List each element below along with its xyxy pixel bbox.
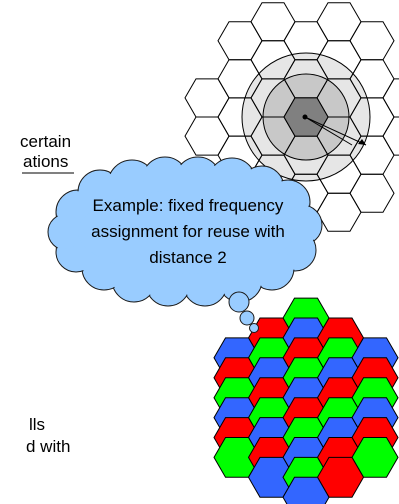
cloud-text-line-2: assignment for reuse with (91, 222, 285, 241)
hex-cell (250, 2, 296, 42)
thought-dot-small (249, 323, 259, 333)
reuse-pattern-hex-grid (213, 297, 399, 504)
thought-dot-medium (239, 310, 255, 326)
thought-bubble: Example: fixed frequency assignment for … (47, 156, 323, 333)
hex-cell (382, 116, 399, 156)
hex-cell (184, 78, 230, 118)
reuse-hex-cell (282, 476, 330, 504)
cloud-shape (47, 156, 323, 307)
hex-cell (349, 173, 395, 213)
cloud-text-line-1: Example: fixed frequency (93, 196, 284, 215)
text-fragment-d-with: d with (26, 437, 71, 456)
hex-cell (316, 2, 362, 42)
text-fragment-ations: ations (23, 152, 69, 171)
hex-cell (217, 21, 263, 61)
thought-dot-large (228, 291, 250, 313)
cloud-text-line-3: distance 2 (149, 248, 227, 267)
hex-cell (349, 21, 395, 61)
hex-cell (316, 192, 362, 232)
interference-hex-grid (184, 2, 399, 232)
text-fragment-certain: certain (20, 132, 72, 151)
text-fragment-lls: lls (29, 415, 46, 434)
hex-cell (184, 116, 230, 156)
hex-cell (382, 78, 399, 118)
distance-arrows (302, 114, 367, 146)
